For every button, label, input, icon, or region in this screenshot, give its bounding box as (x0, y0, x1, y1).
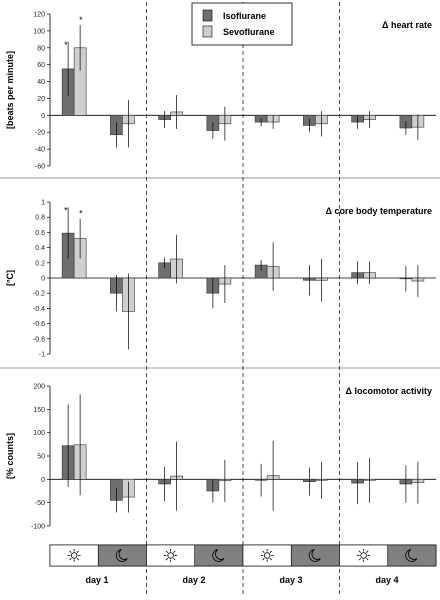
panel-title: Δ core body temperature (326, 206, 433, 216)
moon-icon (308, 549, 321, 562)
legend-swatch-isoflurane (202, 9, 213, 22)
y-tick-label: 40 (37, 79, 45, 86)
y-axis-label: [% counts] (5, 433, 15, 479)
day-labels: day 1 day 2 day 3 day 4 (85, 575, 398, 585)
y-tick-label: 0 (41, 477, 45, 484)
sun-icon (260, 549, 274, 562)
legend-label-isoflurane: Isoflurane (223, 11, 266, 21)
light-dark-phase-bar (49, 544, 437, 567)
light-phase (339, 544, 389, 567)
y-tick-label: -1 (39, 352, 45, 359)
y-tick-label: 150 (33, 407, 45, 414)
y-tick-label: 0.6 (35, 230, 45, 237)
y-tick-label: -0.4 (33, 306, 45, 313)
panel-1: 120 100 80 60 40 20 0 -20 -40 -60 [beats per minut… (0, 12, 440, 179)
panel-title: Δ heart rate (382, 20, 432, 30)
y-tick-label: 1 (41, 200, 45, 207)
y-tick-label: 120 (33, 12, 45, 19)
day-label-3: day 3 (279, 575, 302, 585)
y-axis-label: [beats per minute] (5, 51, 15, 129)
light-phase (146, 544, 196, 567)
dark-phase (97, 544, 147, 567)
y-tick-label: -100 (31, 524, 45, 531)
panel-3: 200 150 100 50 0 -50 -100 [% counts] Δ locomotor… (5, 384, 436, 531)
dark-phase (290, 544, 340, 567)
y-tick-label: -20 (35, 130, 45, 137)
day-label-4: day 4 (375, 575, 398, 585)
y-tick-label: 0 (41, 113, 45, 120)
y-tick-label: 100 (33, 28, 45, 35)
y-tick-label: 0.8 (35, 215, 45, 222)
light-phase (49, 544, 99, 567)
legend: Isoflurane Sevoflurane (191, 2, 293, 46)
light-phase (242, 544, 292, 567)
moon-icon (405, 549, 418, 562)
sun-icon (164, 549, 178, 562)
y-tick-label: 0.2 (35, 260, 45, 267)
y-tick-label: 50 (37, 454, 45, 461)
y-tick-label: -50 (35, 500, 45, 507)
y-tick-label: 60 (37, 62, 45, 69)
dark-phase (194, 544, 244, 567)
moon-icon (115, 549, 128, 562)
y-tick-label: 80 (37, 45, 45, 52)
significance-marker: * (64, 205, 68, 215)
legend-label-sevoflurane: Sevoflurane (223, 27, 275, 37)
y-tick-label: 0.4 (35, 245, 45, 252)
day-label-1: day 1 (85, 575, 108, 585)
y-tick-label: -0.2 (33, 291, 45, 298)
y-tick-label: -0.6 (33, 321, 45, 328)
y-axis-label: [°C] (5, 270, 15, 286)
moon-icon (212, 549, 225, 562)
day-label-2: day 2 (182, 575, 205, 585)
sun-icon (357, 549, 371, 562)
y-tick-label: 100 (33, 430, 45, 437)
day-separators (146, 2, 340, 596)
y-tick-label: -0.8 (33, 336, 45, 343)
y-tick-label: 0 (41, 276, 45, 283)
legend-box (191, 2, 293, 46)
sun-icon (67, 549, 81, 562)
y-tick-label: -60 (35, 164, 45, 171)
significance-marker: * (79, 15, 83, 25)
significance-marker: * (79, 209, 83, 219)
y-tick-label: -40 (35, 147, 45, 154)
panel-2: 1 0.8 0.6 0.4 0.2 0 -0.2 -0.4 -0.6 -0.8 -1 [°C] Δ co… (0, 200, 440, 369)
dark-phase (387, 544, 437, 567)
legend-swatch-sevoflurane (202, 25, 213, 38)
y-tick-label: 200 (33, 384, 45, 391)
significance-marker: * (64, 40, 68, 50)
panel-title: Δ locomotor activity (346, 386, 432, 396)
y-tick-label: 20 (37, 96, 45, 103)
